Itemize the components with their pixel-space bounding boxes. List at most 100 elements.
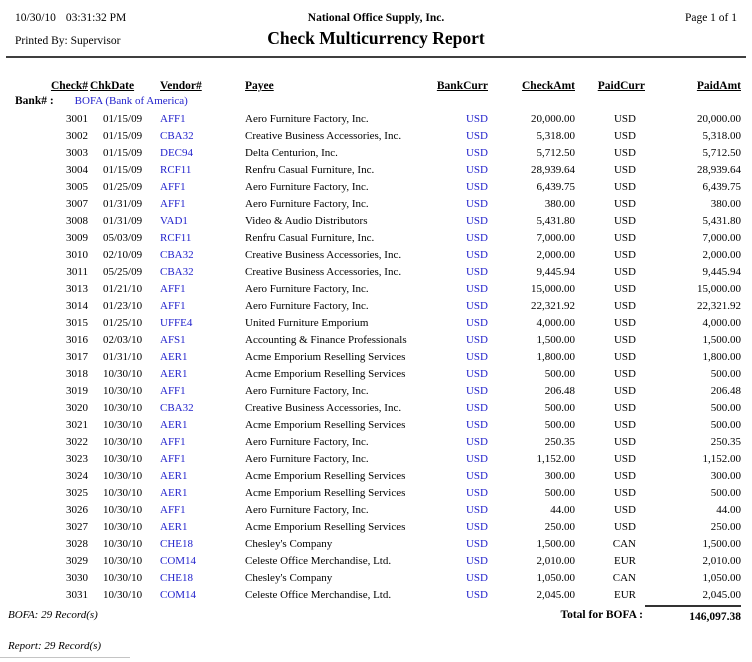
bank-curr-link[interactable]: USD [465,537,488,550]
vendor-link[interactable]: RCF11 [160,231,192,244]
vendor-link[interactable]: AFF1 [160,435,186,448]
check-number-cell: 3031 [66,588,88,601]
col-header-payee: Payee [245,80,274,92]
check-date-cell: 10/30/10 [103,588,143,601]
vendor-link[interactable]: AER1 [160,486,188,499]
table-row: 3026 10/30/10 AFF1 Aero Furniture Factor… [8,501,741,518]
page-bottom-divider [0,657,130,658]
paid-curr-cell: USD [613,282,636,295]
bank-curr-link[interactable]: USD [465,554,488,567]
column-header-row: Check# ChkDate Vendor# Payee BankCurr Ch… [8,66,741,92]
bank-curr-link[interactable]: USD [465,265,488,278]
paid-curr-cell: USD [613,350,636,363]
check-amt-cell: 28,939.64 [531,163,575,176]
check-number-cell: 3013 [66,282,88,295]
header-divider [6,56,746,58]
check-number-cell: 3030 [66,571,88,584]
table-row: 3024 10/30/10 AER1 Acme Emporium Reselli… [8,467,741,484]
vendor-link[interactable]: AER1 [160,469,188,482]
check-number-cell: 3002 [66,129,88,142]
bank-curr-link[interactable]: USD [465,163,488,176]
vendor-link[interactable]: AFF1 [160,452,186,465]
paid-amt-cell: 4,000.00 [702,316,742,329]
bank-curr-link[interactable]: USD [465,401,488,414]
paid-amt-cell: 250.00 [710,520,741,533]
vendor-link[interactable]: AFF1 [160,503,186,516]
bank-curr-link[interactable]: USD [465,146,488,159]
vendor-link[interactable]: CBA32 [160,248,194,261]
paid-amt-cell: 2,045.00 [702,588,742,601]
bank-curr-link[interactable]: USD [465,486,488,499]
table-row: 3025 10/30/10 AER1 Acme Emporium Reselli… [8,484,741,501]
bank-curr-link[interactable]: USD [465,452,488,465]
payee-cell: Aero Furniture Factory, Inc. [245,503,369,516]
bank-curr-link[interactable]: USD [465,503,488,516]
bank-curr-link[interactable]: USD [465,299,488,312]
vendor-link[interactable]: COM14 [160,588,197,601]
check-amt-cell: 44.00 [550,503,575,516]
check-date-cell: 01/31/09 [103,214,143,227]
report-table: Check# ChkDate Vendor# Payee BankCurr Ch… [8,66,741,603]
vendor-link[interactable]: CBA32 [160,401,194,414]
bank-curr-link[interactable]: USD [465,282,488,295]
check-number-cell: 3019 [66,384,88,397]
vendor-link[interactable]: DEC94 [160,146,193,159]
bank-curr-link[interactable]: USD [465,588,488,601]
bank-curr-link[interactable]: USD [465,333,488,346]
bank-curr-link[interactable]: USD [465,214,488,227]
paid-curr-cell: USD [613,333,636,346]
vendor-link[interactable]: AER1 [160,520,188,533]
payee-cell: Renfru Casual Furniture, Inc. [245,231,375,244]
vendor-link[interactable]: RCF11 [160,163,192,176]
payee-cell: Acme Emporium Reselling Services [245,367,406,380]
vendor-link[interactable]: AFF1 [160,112,186,125]
bank-curr-link[interactable]: USD [465,435,488,448]
bank-link[interactable]: BOFA (Bank of America) [74,95,188,107]
check-date-cell: 10/30/10 [103,401,143,414]
bank-curr-link[interactable]: USD [465,571,488,584]
bank-curr-link[interactable]: USD [465,520,488,533]
vendor-link[interactable]: AER1 [160,367,188,380]
check-date-cell: 02/10/09 [103,248,143,261]
check-amt-cell: 500.00 [544,418,575,431]
check-number-cell: 3007 [66,197,88,210]
bank-curr-link[interactable]: USD [465,418,488,431]
paid-amt-cell: 500.00 [710,401,741,414]
vendor-link[interactable]: CBA32 [160,265,194,278]
paid-curr-cell: USD [613,112,636,125]
vendor-link[interactable]: CBA32 [160,129,194,142]
bank-curr-link[interactable]: USD [465,469,488,482]
bank-curr-link[interactable]: USD [465,112,488,125]
group-total-amount: 146,097.38 [645,605,741,623]
bank-curr-link[interactable]: USD [465,197,488,210]
vendor-link[interactable]: AFS1 [160,333,186,346]
vendor-link[interactable]: AER1 [160,418,188,431]
check-number-cell: 3022 [66,435,88,448]
check-amt-cell: 250.00 [544,520,575,533]
bank-curr-link[interactable]: USD [465,367,488,380]
payee-cell: Celeste Office Merchandise, Ltd. [245,554,392,567]
paid-curr-cell: EUR [614,554,636,567]
vendor-link[interactable]: UFFE4 [160,316,193,329]
vendor-link[interactable]: COM14 [160,554,197,567]
bank-curr-link[interactable]: USD [465,384,488,397]
bank-curr-link[interactable]: USD [465,180,488,193]
vendor-link[interactable]: AFF1 [160,282,186,295]
check-number-cell: 3001 [66,112,88,125]
check-date-cell: 10/30/10 [103,571,143,584]
vendor-link[interactable]: AFF1 [160,180,186,193]
vendor-link[interactable]: AFF1 [160,384,186,397]
vendor-link[interactable]: AER1 [160,350,188,363]
bank-curr-link[interactable]: USD [465,248,488,261]
vendor-link[interactable]: AFF1 [160,197,186,210]
bank-curr-link[interactable]: USD [465,231,488,244]
vendor-link[interactable]: CHE18 [160,537,193,550]
table-row: 3018 10/30/10 AER1 Acme Emporium Reselli… [8,365,741,382]
vendor-link[interactable]: AFF1 [160,299,186,312]
vendor-link[interactable]: VAD1 [160,214,188,227]
vendor-link[interactable]: CHE18 [160,571,193,584]
bank-curr-link[interactable]: USD [465,129,488,142]
bank-curr-link[interactable]: USD [465,350,488,363]
paid-amt-cell: 20,000.00 [697,112,741,125]
bank-curr-link[interactable]: USD [465,316,488,329]
